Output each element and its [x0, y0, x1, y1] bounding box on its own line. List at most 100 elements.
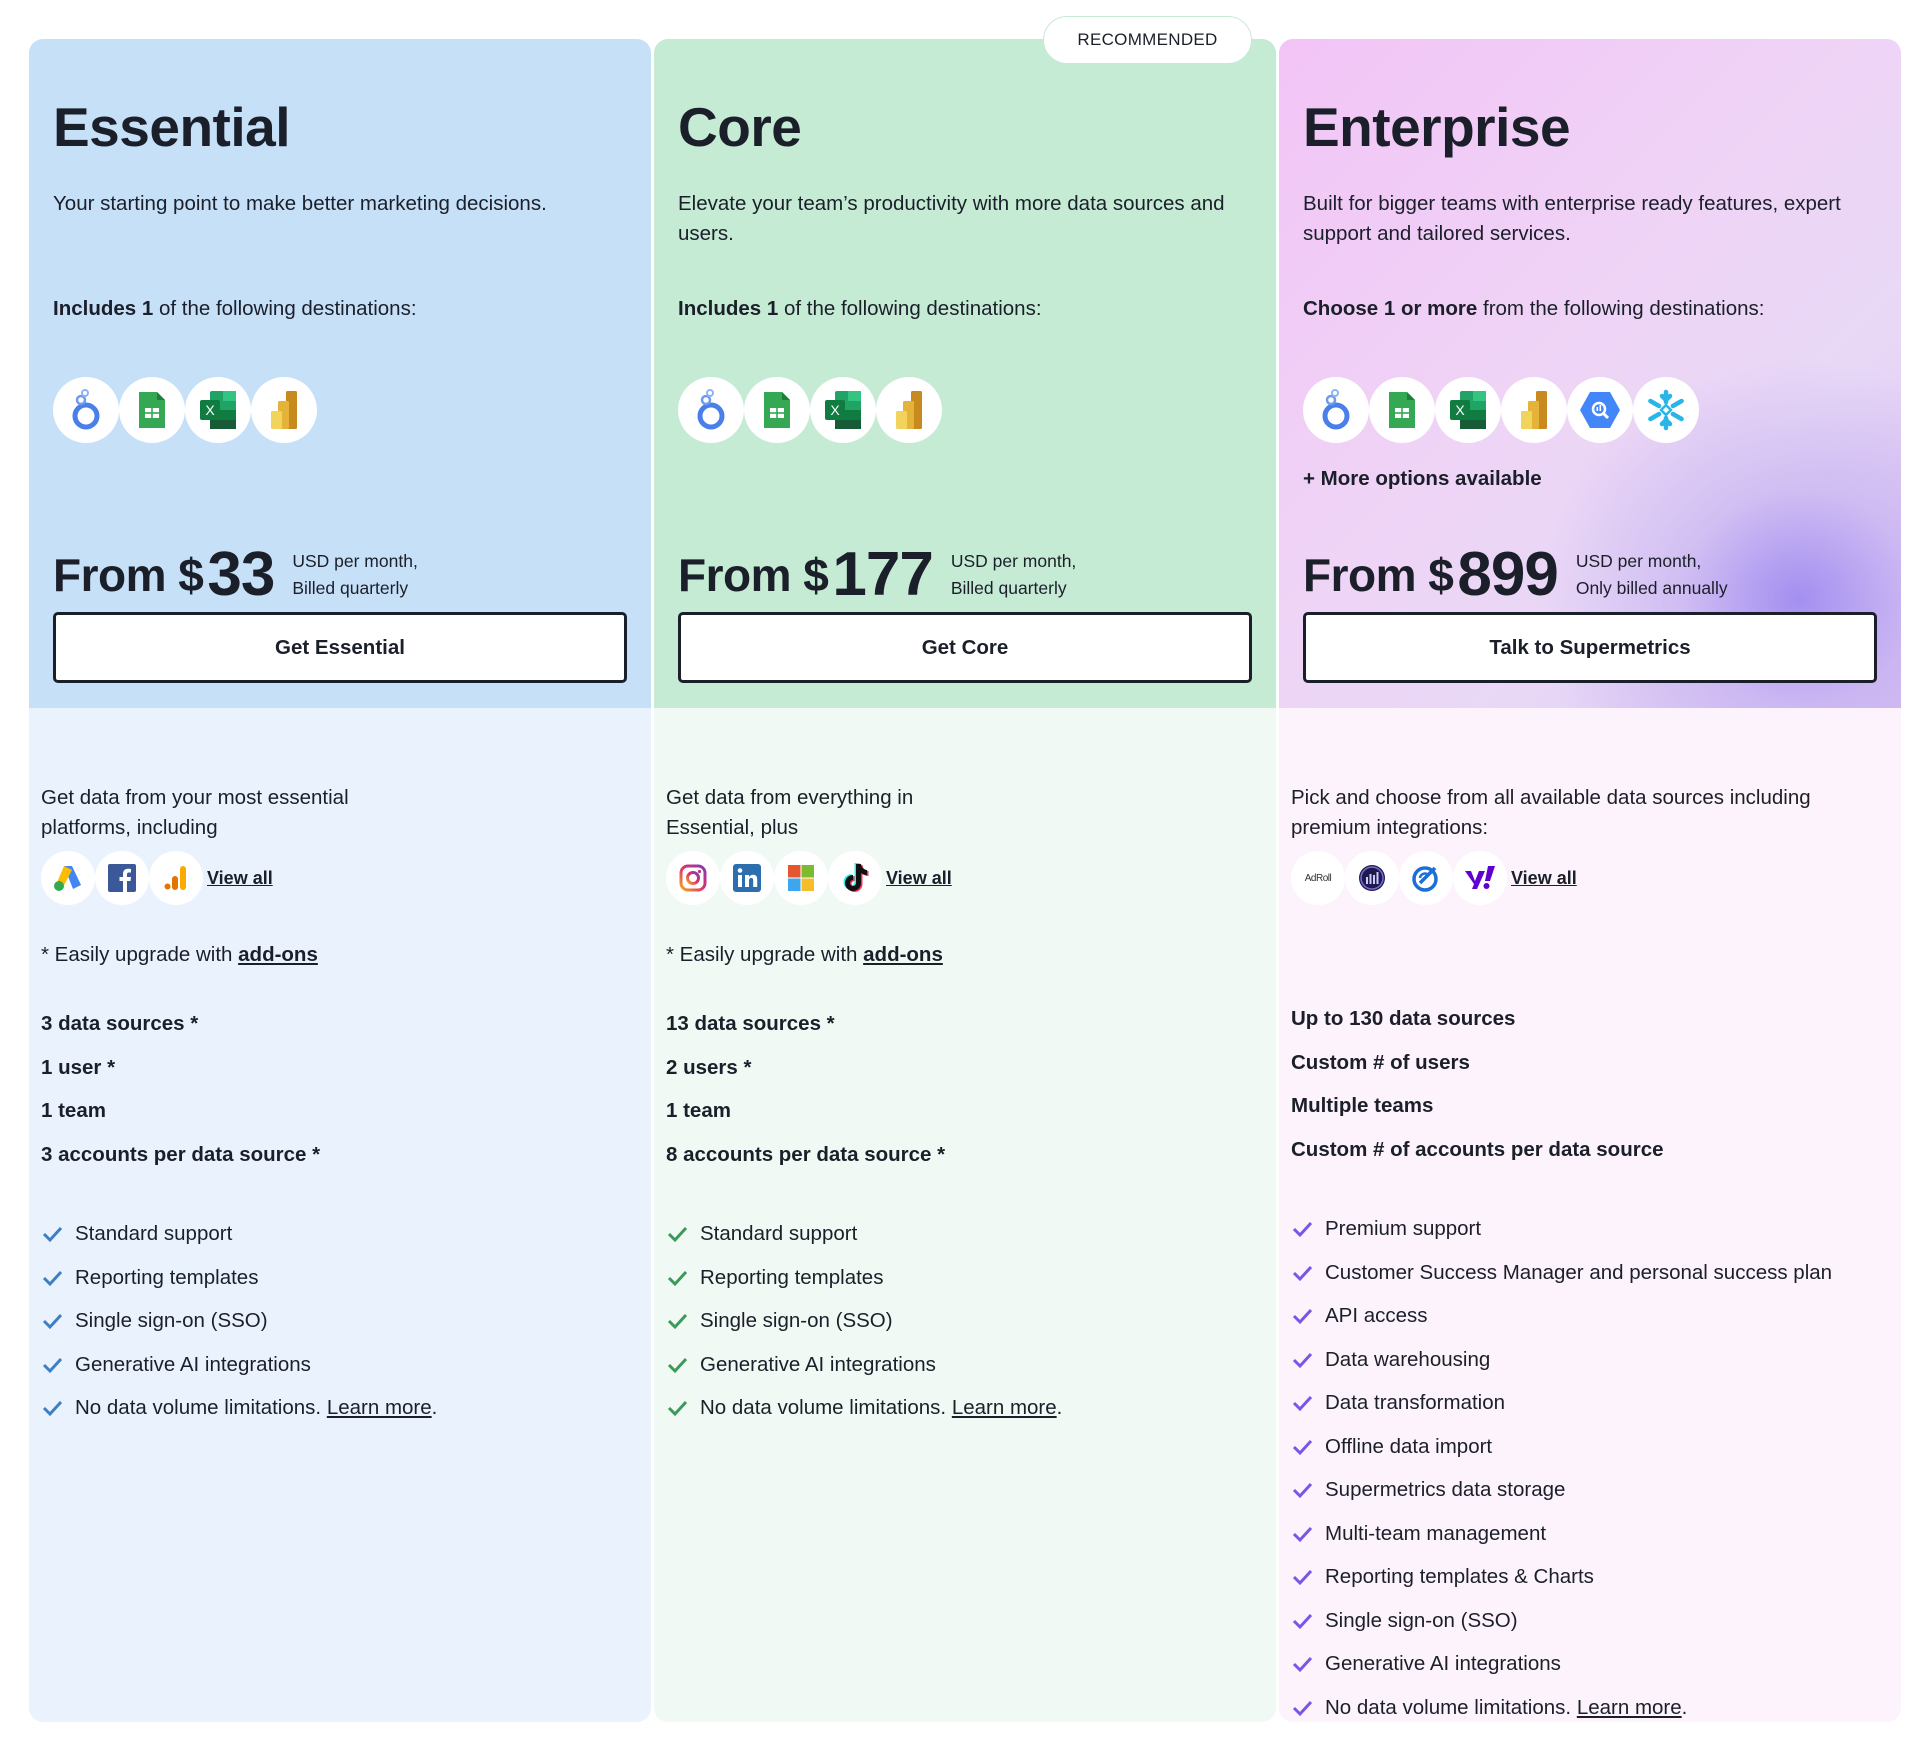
plan-price: From $33 USD per month, Billed quarterly: [53, 539, 418, 610]
svg-text:X: X: [830, 402, 840, 418]
price-note-line-2: Billed quarterly: [950, 577, 1067, 598]
plan-description: Built for bigger teams with enterprise r…: [1303, 192, 1841, 245]
destinations-label-rest: of the following destinations:: [778, 297, 1042, 320]
price-note-line-1: USD per month,: [292, 550, 418, 571]
plan-title: Core: [678, 96, 802, 158]
talk-to-supermetrics-button[interactable]: Talk to Supermetrics: [1303, 612, 1877, 683]
source-icons: AdRoll View all: [1291, 851, 1577, 905]
limit-data-sources: 3 data sources *: [41, 1012, 199, 1035]
price-note-line-2: Only billed annually: [1575, 577, 1728, 598]
get-core-button[interactable]: Get Core: [678, 612, 1252, 683]
plan-card-essential: Essential Your starting point to make be…: [29, 39, 651, 1722]
learn-more-link[interactable]: Learn more: [951, 1396, 1057, 1419]
adroll-icon: AdRoll: [1291, 851, 1345, 905]
plan-details: Get data from your most essential platfo…: [29, 708, 651, 1722]
source-icons: View all: [666, 851, 952, 905]
plan-card-core: Core Elevate your team’s productivity wi…: [654, 39, 1276, 1722]
check-icon: [42, 1400, 63, 1417]
feature-item: Offline data import: [1291, 1435, 1832, 1479]
check-icon: [667, 1400, 688, 1417]
price-prefix: From $: [53, 548, 204, 601]
adroll-logo-text: AdRoll: [1304, 872, 1332, 884]
feature-item: Reporting templates & Charts: [1291, 1565, 1832, 1609]
addons-link[interactable]: add-ons: [238, 943, 318, 966]
price-amount: 177: [832, 540, 933, 609]
feature-item: No data volume limitations. Learn more.: [666, 1396, 1062, 1440]
check-icon: [1292, 1221, 1313, 1238]
get-essential-button[interactable]: Get Essential: [53, 612, 627, 683]
price-note-line-1: USD per month,: [950, 550, 1077, 571]
feature-item: Premium support: [1291, 1217, 1832, 1261]
source-icons: View all: [41, 851, 273, 905]
price-note: USD per month, Only billed annually: [1576, 548, 1728, 602]
feature-item: Reporting templates: [41, 1266, 437, 1310]
feature-item: Multi-team management: [1291, 1522, 1832, 1566]
feature-item: API access: [1291, 1304, 1832, 1348]
facebook-icon: [95, 851, 149, 905]
sources-description: Get data from everything in Essential, p…: [666, 786, 914, 839]
check-icon: [667, 1313, 688, 1330]
learn-more-link[interactable]: Learn more: [326, 1396, 432, 1419]
addons-note: * Easily upgrade with add-ons: [666, 943, 943, 967]
feature-item: Data transformation: [1291, 1391, 1832, 1435]
plan-title: Essential: [53, 96, 291, 158]
price-amount: 33: [207, 540, 275, 609]
feature-item: Customer Success Manager and personal su…: [1291, 1261, 1832, 1305]
plan-card-enterprise: Enterprise Built for bigger teams with e…: [1279, 39, 1901, 1722]
google-sheets-icon: [1369, 377, 1435, 443]
sources-description: Pick and choose from all available data …: [1291, 786, 1811, 839]
sources-description: Get data from your most essential platfo…: [41, 786, 349, 839]
limit-data-sources: Up to 130 data sources: [1291, 1007, 1516, 1030]
addons-note: * Easily upgrade with add-ons: [41, 943, 318, 967]
plan-details: Pick and choose from all available data …: [1279, 708, 1901, 1722]
destinations-label-bold: Includes 1: [53, 297, 154, 320]
destination-icons: X: [53, 377, 317, 443]
more-options-text: + More options available: [1303, 467, 1542, 490]
check-icon: [42, 1357, 63, 1373]
tiktok-icon: [828, 851, 882, 905]
check-icon: [1292, 1613, 1313, 1629]
check-icon: [1292, 1656, 1313, 1673]
destinations-label-bold: Includes 1: [678, 297, 779, 320]
linkedin-icon: [720, 851, 774, 905]
snowflake-icon: [1633, 377, 1699, 443]
google-ads-icon: [41, 851, 95, 905]
feature-item: Single sign-on (SSO): [41, 1309, 437, 1353]
destination-icons: X: [678, 377, 942, 443]
view-all-sources-link[interactable]: View all: [1511, 867, 1577, 888]
plan-header: Essential Your starting point to make be…: [29, 39, 651, 708]
addons-link[interactable]: add-ons: [863, 943, 943, 966]
limit-accounts: 8 accounts per data source *: [666, 1142, 946, 1166]
check-icon: [1292, 1265, 1313, 1281]
plan-details: Get data from everything in Essential, p…: [654, 708, 1276, 1722]
feature-item: Standard support: [666, 1222, 1062, 1266]
feature-item: No data volume limitations. Learn more.: [41, 1396, 437, 1440]
feature-item: Generative AI integrations: [41, 1353, 437, 1397]
check-icon: [1292, 1308, 1313, 1325]
limit-users: 1 user *: [41, 1055, 116, 1079]
check-icon: [667, 1357, 688, 1373]
feature-list: Standard support Reporting templates Sin…: [41, 1222, 437, 1440]
price-prefix: From $: [1303, 548, 1454, 601]
limit-accounts: Custom # of accounts per data source: [1291, 1137, 1664, 1161]
addons-prefix: * Easily upgrade with: [41, 943, 239, 966]
check-icon: [42, 1313, 63, 1330]
plan-title: Enterprise: [1303, 96, 1571, 158]
check-icon: [42, 1226, 63, 1243]
feature-item: Generative AI integrations: [1291, 1652, 1832, 1696]
destinations-label: Includes 1 of the following destinations…: [53, 297, 417, 321]
plan-limits: 13 data sources * 2 users * 1 team 8 acc…: [666, 1012, 945, 1186]
view-all-sources-link[interactable]: View all: [886, 867, 952, 888]
limit-teams: 1 team: [41, 1099, 106, 1122]
feature-list: Standard support Reporting templates Sin…: [666, 1222, 1062, 1440]
price-note: USD per month, Billed quarterly: [292, 548, 417, 602]
destinations-label: Includes 1 of the following destinations…: [678, 297, 1042, 321]
plan-limits: 3 data sources * 1 user * 1 team 3 accou…: [41, 1012, 320, 1186]
learn-more-link[interactable]: Learn more: [1576, 1695, 1682, 1719]
recommended-badge: RECOMMENDED: [1043, 16, 1252, 64]
bigquery-icon: [1567, 377, 1633, 443]
feature-item: No data volume limitations. Learn more.: [1291, 1696, 1832, 1723]
feature-item: Data warehousing: [1291, 1348, 1832, 1392]
power-bi-icon: [1501, 377, 1567, 443]
view-all-sources-link[interactable]: View all: [207, 867, 273, 888]
